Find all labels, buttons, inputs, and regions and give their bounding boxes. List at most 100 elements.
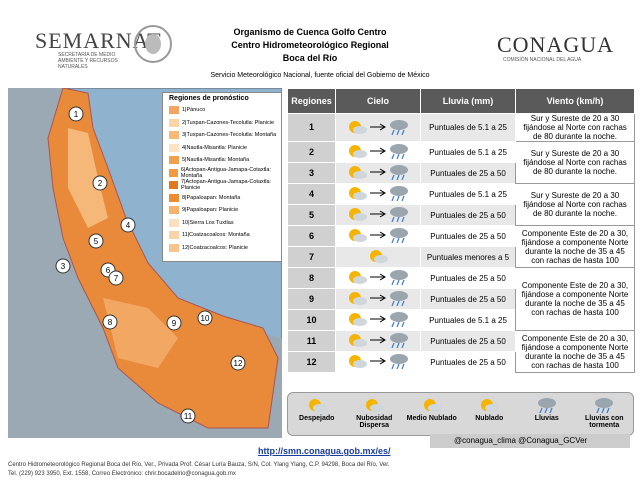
region-item: 4|Nautla-Misantla: Planicie: [163, 142, 281, 155]
marker-label: 4: [126, 221, 131, 230]
arrow-line: [370, 336, 386, 344]
rain: [396, 216, 400, 223]
sky-cell: [335, 246, 421, 268]
region-swatch: [169, 168, 178, 177]
weather-icon: [390, 207, 408, 223]
weather-icon: [390, 144, 408, 160]
title-line: Boca del Río: [282, 53, 338, 63]
legend-label: Lluvias: [534, 415, 559, 422]
legend-label: Medio Nublado: [406, 415, 457, 422]
rain: [401, 279, 405, 286]
wind-cell: Componente Este de 20 a 30, fijándose a …: [515, 330, 635, 373]
rain: [401, 129, 405, 135]
rain: [391, 216, 395, 223]
region-swatch: [169, 131, 179, 140]
arrow-line: [370, 189, 386, 197]
region-number: 8: [287, 267, 336, 289]
rain: [391, 363, 395, 370]
rain: [401, 174, 405, 181]
weather-icon: [370, 250, 388, 263]
sky-cell: [335, 204, 421, 226]
cloud: [353, 360, 367, 368]
region-number: 11: [287, 330, 336, 352]
rain: [401, 195, 405, 202]
region-swatch: [169, 231, 179, 240]
row: 6 Puntuales de 25 a 50 Componente Este de …: [287, 225, 635, 268]
rain-cell: Puntuales de 25 a 50: [420, 330, 516, 352]
rain: [396, 363, 400, 370]
weather-icon: [349, 120, 367, 134]
arrow: [370, 189, 386, 197]
rain: [539, 407, 543, 414]
weather-icon: [349, 166, 367, 179]
arrow-line: [370, 231, 386, 239]
cloud: [390, 228, 408, 238]
row: 2 Puntuales de 5.1 a 25 Sur y Sureste de 2…: [287, 141, 635, 184]
sky-cell: [335, 183, 421, 205]
veracruz: [47, 88, 279, 429]
cloud: [353, 213, 367, 221]
arrow-line: [370, 357, 386, 365]
weather-icon: [349, 208, 367, 221]
marker-label: 1: [74, 110, 79, 119]
sky-cell: [335, 162, 421, 184]
conagua-logo: CONAGUA: [497, 32, 614, 57]
arrow-line: [370, 123, 386, 130]
rain: [596, 407, 600, 414]
region-item: 3|Tuxpan-Cazones-Tecolutla: Montaña: [163, 129, 281, 142]
cloud: [353, 192, 367, 200]
weather-icon: [366, 399, 385, 412]
marker: [92, 175, 108, 191]
cloud: [353, 276, 367, 284]
legend-item: Despejado: [288, 393, 346, 435]
rain-cell: Puntuales de 25 a 50: [420, 267, 516, 289]
marker: [120, 217, 136, 233]
cloud: [374, 255, 388, 263]
column-header: Lluvia (mm): [420, 88, 516, 114]
region-label: 7|Actopan-Antigua-Jamapa-Cotaxtla: Plani…: [181, 179, 272, 192]
conagua-sub: COMISIÓN NACIONAL DEL AGUA: [503, 57, 582, 63]
sky-cell: [335, 225, 421, 247]
sky-cell: [335, 309, 421, 331]
cloud: [485, 404, 500, 412]
region-label: 2|Tuxpan-Cazones-Tecolutla: Planicie: [182, 119, 275, 126]
marker-label: 5: [94, 237, 99, 246]
arrow: [370, 357, 386, 365]
rain: [401, 153, 405, 160]
cloud: [353, 234, 367, 242]
region-swatch: [169, 106, 179, 115]
weather-icon: [349, 313, 367, 326]
weather-icon: [349, 271, 367, 284]
region-swatch: [169, 218, 179, 227]
region-item: 12|Coatzacoalcos: Planicie: [163, 242, 281, 255]
region-label: 6|Actopan-Antigua-Jamapa-Cotaxtla: Monta…: [180, 166, 271, 179]
region-shade: [103, 298, 178, 368]
region-label: 10|Sierra Los Tuxtlas: [182, 219, 234, 226]
weather-icon: [390, 186, 408, 202]
arrow-line: [370, 315, 386, 323]
weather-icon: [390, 119, 408, 135]
footer-line: Centro Hidrometeorológico Regional Boca …: [8, 462, 390, 468]
rain: [396, 237, 400, 244]
row: 4 Puntuales de 5.1 a 25 Sur y Sureste de 2…: [287, 183, 635, 226]
legend-item: Nublado: [461, 393, 519, 435]
url[interactable]: http://smn.conagua.gob.mx/es/: [258, 446, 391, 456]
cloud: [390, 119, 408, 130]
rain: [606, 407, 610, 414]
legend-item: Nubosidad Dispersa: [346, 393, 404, 435]
marker: [180, 408, 196, 424]
arrow: [370, 315, 386, 323]
weather-icon: [390, 228, 408, 244]
cloud: [390, 291, 408, 301]
weather-icon: [423, 399, 442, 412]
marker-label: 7: [114, 274, 119, 283]
region-number: 2: [287, 141, 336, 163]
rain: [401, 300, 405, 307]
marker: [68, 106, 84, 122]
region-number: 6: [287, 225, 336, 247]
cloud: [595, 398, 614, 408]
arrow: [370, 210, 386, 218]
legend-label: Lluvias con tormenta: [584, 415, 624, 429]
rain-cell: Puntuales de 5.1 a 25: [420, 141, 516, 163]
